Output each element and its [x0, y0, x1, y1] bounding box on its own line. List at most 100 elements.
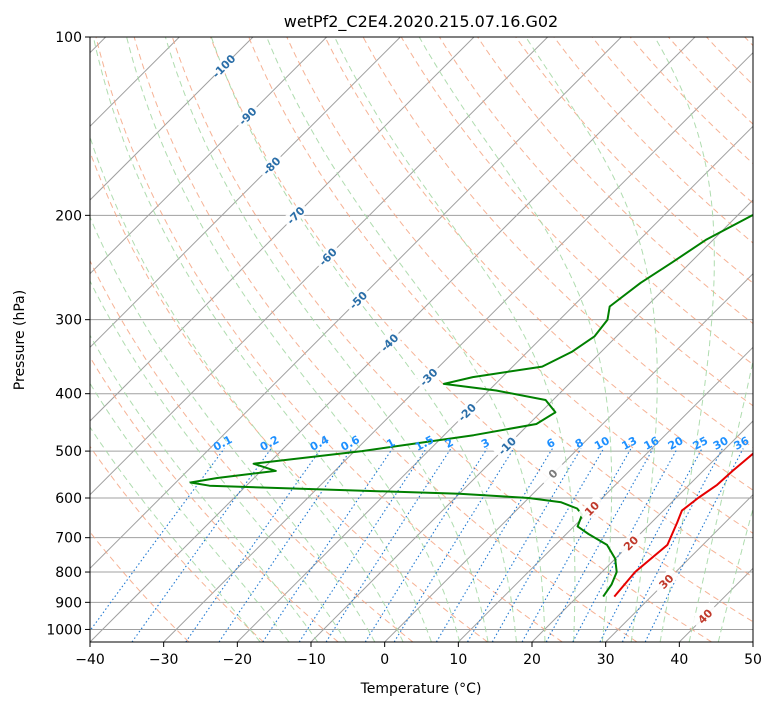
mixing-ratio-line — [185, 448, 322, 642]
mixing-ratio-label: 13 — [620, 434, 640, 453]
dry-adiabat-line — [477, 37, 753, 325]
mixing-ratio-label: 25 — [691, 434, 711, 453]
isotherm-label-bg — [375, 328, 403, 357]
dry-adiabat-line — [744, 37, 753, 47]
dry-adiabat-line — [362, 37, 753, 449]
moist-adiabat-line — [90, 382, 290, 642]
y-tick-label: 600 — [55, 491, 82, 507]
dry-adiabat-line — [515, 37, 753, 284]
y-tick-label: 700 — [55, 531, 82, 547]
dry-adiabat-line — [90, 259, 414, 642]
y-tick-label: 900 — [55, 595, 82, 611]
x-tick-label: 30 — [597, 652, 615, 668]
isotherm-line — [236, 125, 753, 642]
dry-adiabat-line — [591, 37, 753, 204]
moist-adiabat-line — [90, 334, 319, 642]
isotherm-line — [531, 420, 753, 642]
y-tick-label: 300 — [55, 313, 82, 329]
mixing-ratio-label: 36 — [732, 434, 752, 453]
moist-adiabat-line — [90, 215, 376, 642]
isotherm-line — [310, 199, 753, 642]
isotherm-line — [605, 493, 753, 642]
isotherm-label: -60 — [313, 242, 342, 271]
isotherm-line — [678, 567, 753, 642]
isotherm-label-bg — [344, 285, 372, 314]
dry-adiabat-line — [90, 356, 339, 642]
moist-adiabat-line — [334, 37, 576, 642]
y-tick-label: 100 — [55, 30, 82, 46]
isotherm-label-bg — [652, 567, 680, 595]
mixing-ratio-line — [262, 448, 393, 642]
moist-adiabat-line — [525, 37, 658, 642]
mixing-ratio-label: 1 — [384, 436, 397, 451]
dry-adiabat-line — [629, 37, 753, 165]
x-axis-label: Temperature (°C) — [360, 681, 482, 697]
mixing-ratio-label: 3 — [479, 436, 492, 451]
mixing-ratio-line — [435, 448, 553, 642]
mixing-ratio-line — [364, 448, 488, 642]
isotherm-label-bg — [690, 602, 719, 630]
isotherm-label-bg — [452, 398, 481, 426]
isotherm-line — [90, 37, 401, 349]
mixing-ratio-line — [644, 448, 744, 642]
moist-adiabat-line — [418, 37, 613, 642]
grid-layer — [90, 37, 753, 642]
mixing-ratio-label: 10 — [592, 434, 612, 453]
mixing-ratio-label: 30 — [711, 434, 731, 453]
isotherm-label-bg — [233, 102, 262, 130]
x-tick-label: 50 — [744, 652, 762, 668]
isotherm-line — [90, 37, 475, 422]
mixing-ratio-line — [393, 448, 515, 642]
mixing-ratio-line — [467, 448, 582, 642]
mixing-ratio-line — [545, 448, 654, 642]
moist-adiabat-line — [92, 37, 432, 642]
isotherm-label-bg — [492, 431, 521, 460]
isotherm-line — [384, 272, 753, 642]
dry-adiabat-line — [90, 150, 488, 642]
isotherm-label-bg — [313, 242, 342, 271]
moist-adiabat-line — [210, 37, 517, 642]
moist-adiabat-line — [717, 506, 753, 642]
y-tick-label: 400 — [55, 387, 82, 403]
isotherm-label-bg — [577, 494, 606, 522]
isoline-label-layer: 0.10.20.40.611.52346810131620253036-100-… — [209, 51, 752, 630]
isotherm-label-bg — [538, 459, 567, 488]
axis-layer: −40 −30 −20 −10 0 10 20 30 40 5010020030040050060… — [46, 30, 762, 668]
dry-adiabat-line — [90, 531, 190, 642]
x-tick-label: −10 — [296, 652, 326, 668]
isotherm-label-bg — [616, 529, 645, 557]
moist-adiabat-line — [126, 37, 461, 642]
mixing-ratio-line — [218, 448, 353, 642]
mixing-ratio-line — [621, 448, 723, 642]
dry-adiabat-line — [706, 37, 753, 86]
dewpoint-profile-line — [189, 213, 753, 598]
mixing-ratio-line — [491, 448, 605, 642]
x-tick-label: −20 — [223, 652, 253, 668]
isotherm-label-bg — [209, 51, 238, 80]
mixing-ratio-label: 16 — [642, 434, 662, 453]
dry-adiabat-line — [171, 37, 712, 642]
y-tick-label: 200 — [55, 208, 82, 224]
x-tick-label: −30 — [149, 652, 179, 668]
moist-adiabat-line — [688, 358, 753, 642]
mixing-ratio-line — [521, 448, 632, 642]
mixing-ratio-line — [298, 448, 427, 642]
isotherm-label-bg — [414, 362, 443, 391]
dry-adiabat-line — [668, 37, 753, 125]
mixing-ratio-label: 20 — [666, 434, 686, 453]
dry-adiabat-line — [324, 37, 753, 491]
series-layer — [189, 213, 753, 598]
moist-adiabat-line — [90, 135, 404, 642]
x-tick-label: 10 — [449, 652, 467, 668]
chart-title: wetPf2_C2E4.2020.215.07.16.G02 — [284, 12, 558, 32]
x-tick-label: 40 — [670, 652, 688, 668]
y-tick-label: 800 — [55, 565, 82, 581]
y-axis-label: Pressure (hPa) — [12, 290, 28, 390]
isotherm-line — [90, 37, 549, 496]
isotherm-line — [457, 346, 753, 642]
x-tick-label: −40 — [75, 652, 105, 668]
isotherm-label: -20 — [452, 398, 481, 426]
y-tick-label: 1000 — [46, 622, 82, 638]
isotherm-label-bg — [257, 151, 285, 180]
